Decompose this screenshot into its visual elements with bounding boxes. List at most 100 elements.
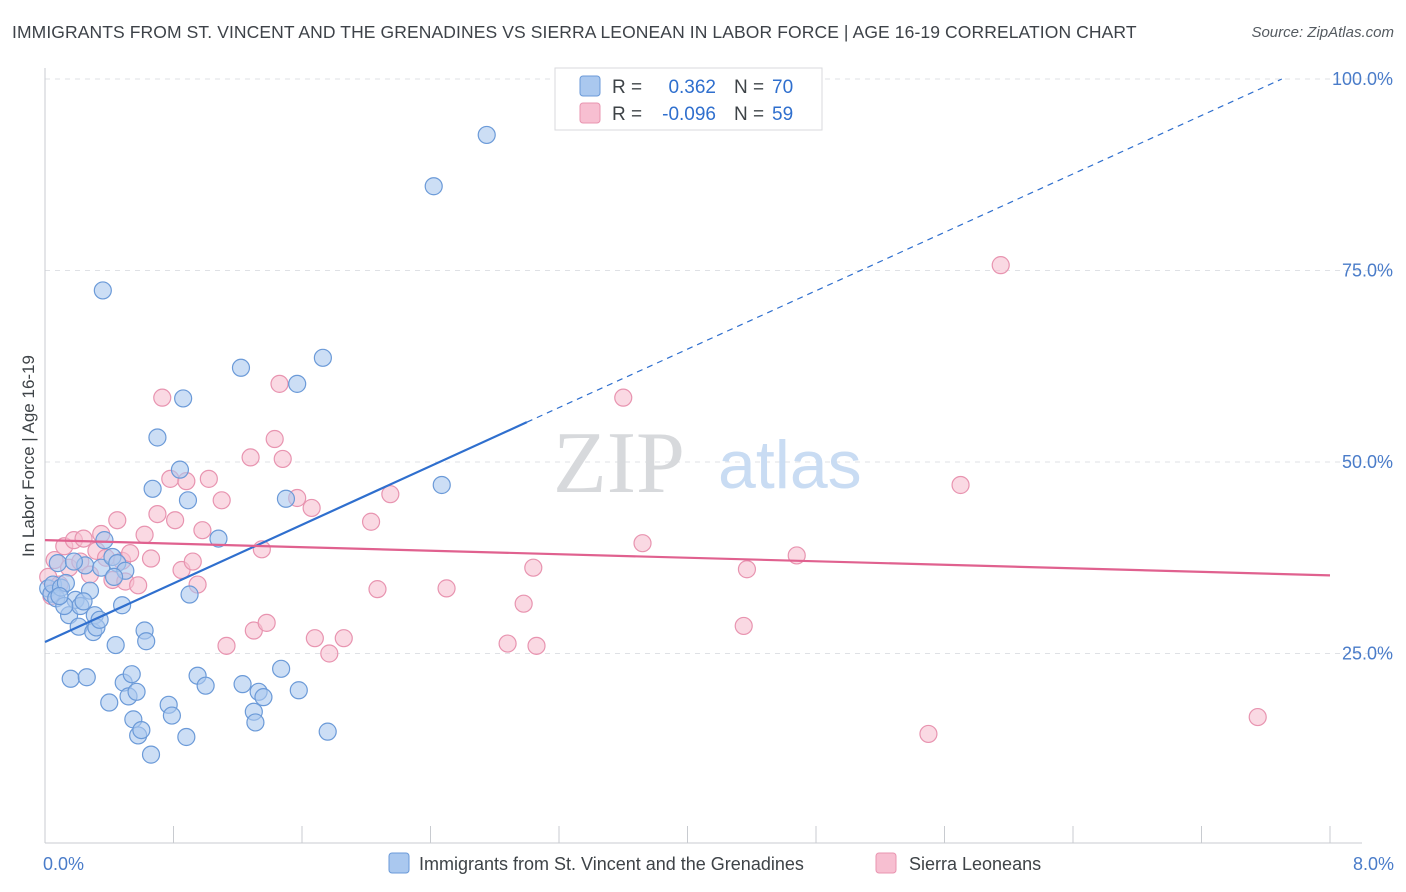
x-tick-label-max: 8.0% bbox=[1353, 854, 1394, 874]
legend-n-value-blue: 70 bbox=[772, 77, 793, 98]
point-st-vincent bbox=[48, 554, 67, 573]
bottom-legend-label-blue: Immigrants from St. Vincent and the Gren… bbox=[419, 854, 804, 874]
point-sierra-leonean bbox=[361, 512, 381, 531]
watermark-atlas: atlas bbox=[718, 427, 862, 503]
point-st-vincent bbox=[61, 669, 80, 688]
watermark: ZIP atlas bbox=[553, 415, 862, 512]
axes bbox=[44, 68, 1362, 844]
point-st-vincent bbox=[143, 479, 162, 498]
point-sierra-leonean bbox=[737, 560, 757, 579]
point-sierra-leonean bbox=[166, 511, 185, 530]
point-st-vincent bbox=[93, 281, 112, 300]
point-sierra-leonean bbox=[153, 388, 172, 407]
point-sierra-leonean bbox=[527, 636, 546, 655]
point-sierra-leonean bbox=[1248, 707, 1267, 727]
point-st-vincent bbox=[141, 745, 161, 764]
point-st-vincent bbox=[432, 475, 451, 495]
point-sierra-leonean bbox=[135, 525, 154, 544]
point-st-vincent bbox=[313, 348, 332, 367]
source-credit: Source: ZipAtlas.com bbox=[1251, 24, 1394, 41]
legend-r-value-blue: 0.362 bbox=[668, 77, 716, 98]
point-sierra-leonean bbox=[241, 448, 260, 467]
legend-n-value-pink: 59 bbox=[772, 104, 793, 125]
legend-r-label-blue: R = bbox=[612, 77, 642, 98]
point-sierra-leonean bbox=[437, 579, 456, 598]
point-sierra-leonean bbox=[633, 534, 652, 553]
x-ticks bbox=[44, 826, 1331, 843]
point-sierra-leonean bbox=[183, 552, 202, 571]
point-sierra-leonean bbox=[302, 498, 321, 518]
y-tick-label: 100.0% bbox=[1332, 69, 1393, 89]
y-tick-label: 50.0% bbox=[1342, 452, 1393, 472]
bottom-legend-label-pink: Sierra Leoneans bbox=[909, 854, 1041, 874]
point-st-vincent bbox=[170, 460, 190, 479]
legend-swatch-blue bbox=[579, 75, 601, 97]
y-tick-labels: 25.0% 50.0% 75.0% 100.0% bbox=[1332, 69, 1393, 664]
point-sierra-leonean bbox=[381, 485, 400, 504]
chart-title: IMMIGRANTS FROM ST. VINCENT AND THE GREN… bbox=[12, 22, 1137, 42]
point-st-vincent bbox=[127, 682, 146, 701]
point-st-vincent bbox=[50, 586, 69, 606]
point-st-vincent bbox=[104, 567, 124, 587]
y-tick-label: 75.0% bbox=[1342, 261, 1393, 281]
point-sierra-leonean bbox=[265, 429, 284, 449]
point-st-vincent bbox=[132, 720, 151, 740]
point-st-vincent bbox=[122, 665, 141, 684]
point-sierra-leonean bbox=[270, 374, 289, 393]
point-sierra-leonean bbox=[217, 636, 236, 655]
point-st-vincent bbox=[272, 659, 291, 678]
point-st-vincent bbox=[209, 529, 228, 548]
y-axis-label: In Labor Force | Age 16-19 bbox=[19, 355, 38, 557]
legend-r-value-pink: -0.096 bbox=[662, 104, 716, 125]
legend-box: R = 0.362 N = 70 R = -0.096 N = 59 bbox=[554, 67, 823, 131]
point-st-vincent bbox=[233, 675, 252, 694]
point-st-vincent bbox=[246, 713, 265, 732]
point-sierra-leonean bbox=[193, 521, 212, 540]
point-st-vincent bbox=[477, 125, 496, 145]
point-sierra-leonean bbox=[108, 511, 127, 530]
trendline-blue bbox=[44, 421, 528, 644]
point-st-vincent bbox=[177, 727, 196, 747]
bottom-legend-swatch-pink bbox=[875, 852, 897, 874]
watermark-zip: ZIP bbox=[553, 415, 685, 512]
point-sierra-leonean bbox=[320, 644, 339, 663]
point-sierra-leonean bbox=[514, 594, 533, 613]
point-sierra-leonean bbox=[199, 469, 218, 488]
point-st-vincent bbox=[95, 531, 114, 550]
point-st-vincent bbox=[64, 552, 84, 571]
point-sierra-leonean bbox=[141, 549, 161, 568]
point-st-vincent bbox=[424, 177, 443, 196]
point-sierra-leonean bbox=[334, 629, 353, 648]
point-sierra-leonean bbox=[273, 449, 292, 469]
point-st-vincent bbox=[106, 635, 125, 655]
point-sierra-leonean bbox=[951, 475, 970, 495]
x-tick-label-min: 0.0% bbox=[43, 854, 84, 874]
point-st-vincent bbox=[174, 389, 193, 408]
point-st-vincent bbox=[289, 681, 308, 700]
point-sierra-leonean bbox=[498, 634, 517, 653]
point-sierra-leonean bbox=[129, 576, 148, 595]
legend-r-label-pink: R = bbox=[612, 104, 642, 125]
point-st-vincent bbox=[276, 489, 296, 508]
point-sierra-leonean bbox=[919, 724, 938, 744]
point-sierra-leonean bbox=[614, 388, 633, 407]
bottom-legend: Immigrants from St. Vincent and the Gren… bbox=[388, 852, 1041, 874]
bottom-legend-swatch-blue bbox=[388, 852, 410, 874]
point-st-vincent bbox=[180, 585, 199, 604]
point-st-vincent bbox=[318, 722, 337, 741]
point-st-vincent bbox=[178, 491, 198, 510]
point-sierra-leonean bbox=[368, 580, 387, 599]
legend-swatch-pink bbox=[579, 102, 601, 124]
point-sierra-leonean bbox=[734, 616, 753, 636]
trendline-pink bbox=[44, 539, 1331, 577]
trend-lines bbox=[44, 78, 1331, 644]
point-sierra-leonean bbox=[257, 613, 276, 632]
point-st-vincent bbox=[288, 374, 307, 393]
point-st-vincent bbox=[77, 668, 96, 687]
y-tick-label: 25.0% bbox=[1342, 644, 1393, 664]
legend-n-label-blue: N = bbox=[734, 77, 764, 98]
point-st-vincent bbox=[74, 592, 93, 611]
point-st-vincent bbox=[196, 676, 215, 695]
series-st-vincent-immigrants bbox=[39, 125, 496, 764]
